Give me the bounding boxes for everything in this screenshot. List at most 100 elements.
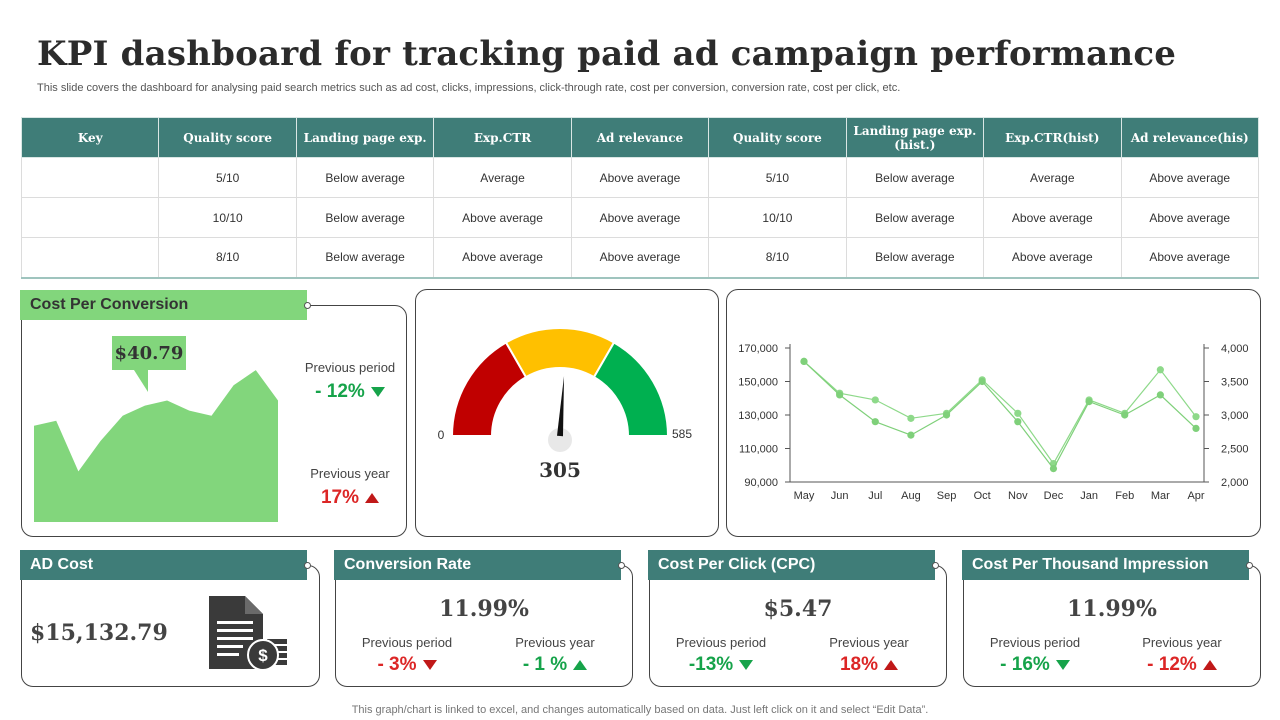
down-arrow-icon (1055, 659, 1070, 670)
x-tick-label: Jul (868, 490, 882, 502)
table-cell: Above average (570, 237, 710, 279)
line-point (1085, 398, 1093, 406)
line-point (1156, 366, 1164, 374)
up-arrow-icon (1202, 659, 1217, 670)
table-row: 10/10 Below average Above average Above … (20, 197, 1259, 238)
gauge-chart: 0 585 305 (438, 327, 692, 482)
left-y-tick-label: 130,000 (738, 410, 778, 422)
line-point (942, 411, 951, 419)
left-y-tick-label: 110,000 (739, 444, 778, 456)
cpconv-previous-period-label: Previous period (304, 360, 396, 375)
table-cell: Above average (983, 237, 1122, 279)
conversion-rate-prev-year-change: - 1 % (500, 654, 610, 676)
table-cell: 10/10 (708, 197, 847, 238)
x-tick-label: Mar (1151, 490, 1170, 502)
cpc-value: $5.47 (763, 596, 833, 622)
x-tick-label: Sep (937, 490, 957, 502)
cost-per-conversion-value: $40.79 (115, 343, 184, 364)
footer-note: This graph/chart is linked to excel, and… (351, 704, 929, 716)
left-y-tick-label: 150,000 (738, 377, 778, 389)
cpm-prev-year-change: - 12% (1127, 654, 1237, 676)
conversion-rate-prev-period-change: - 3% (352, 654, 462, 676)
x-tick-label: Dec (1044, 490, 1064, 502)
up-arrow-icon (573, 659, 588, 670)
cpc-prev-year-label: Previous year (829, 635, 909, 650)
conversion-rate-prev-year-label: Previous year (515, 635, 595, 650)
table-header-cell: Exp.CTR (433, 117, 572, 158)
table-cell: Above average (570, 197, 710, 238)
cpm-prev-period-change: - 16% (980, 654, 1090, 676)
ad-cost-value: $15,132.79 (30, 620, 168, 646)
table-cell (20, 237, 160, 279)
cpc-prev-year-change: 18% (814, 654, 924, 676)
cpm-prev-period-label: Previous period (989, 635, 1081, 650)
line-point (1192, 413, 1200, 421)
table-cell (20, 197, 160, 238)
gauge-min-label: 0 (438, 428, 445, 442)
up-arrow-icon (884, 659, 899, 670)
table-cell: Average (433, 157, 572, 198)
table-cell: Average (983, 157, 1122, 198)
table-cell: Below average (845, 237, 985, 279)
table-header-cell: Quality score (708, 117, 847, 158)
invoice-dollar-icon: $ (209, 596, 287, 671)
table-header-cell: Ad relevance (570, 117, 710, 158)
table-cell: Above average (1120, 237, 1259, 279)
table-cell: 10/10 (158, 197, 297, 238)
line-point (907, 414, 915, 422)
svg-text:$: $ (258, 646, 268, 665)
right-y-tick-label: 2,500 (1221, 444, 1249, 456)
table-cell: 5/10 (708, 157, 847, 198)
quality-score-table: Key Quality score Landing page exp. Exp.… (20, 117, 1259, 279)
x-tick-label: May (794, 490, 815, 502)
table-header-row: Key Quality score Landing page exp. Exp.… (20, 117, 1259, 158)
cost-area-series (34, 370, 278, 522)
down-arrow-icon (739, 659, 754, 670)
page-title: KPI dashboard for tracking paid ad campa… (37, 34, 1177, 74)
table-cell: Above average (570, 157, 710, 198)
right-y-tick-label: 2,000 (1221, 477, 1249, 489)
table-cell: Above average (433, 237, 572, 279)
right-y-tick-label: 4,000 (1221, 343, 1249, 355)
line-point (1192, 424, 1200, 432)
gauge-value-label: 305 (539, 458, 581, 482)
line-point (1156, 391, 1164, 399)
table-cell: Above average (1120, 157, 1259, 198)
right-y-tick-label: 3,000 (1221, 410, 1249, 422)
x-tick-label: Feb (1115, 490, 1134, 502)
table-cell: Below average (845, 197, 985, 238)
x-tick-label: Jan (1080, 490, 1098, 502)
cpm-prev-year-label: Previous year (1142, 635, 1222, 650)
x-tick-label: Nov (1008, 490, 1028, 502)
up-arrow-icon (365, 492, 380, 503)
x-tick-label: Jun (831, 490, 849, 502)
table-cell: Above average (983, 197, 1122, 238)
line-point (1014, 418, 1022, 426)
dual-axis-line-chart: 90,000 110,000 130,000 150,000 170,000 2,000 2… (738, 343, 1249, 502)
cpm-title: Cost Per Thousand Impression (962, 550, 1253, 580)
down-arrow-icon (370, 386, 385, 397)
cpconv-previous-year-label: Previous year (310, 466, 390, 481)
conversion-rate-title: Conversion Rate (334, 550, 625, 580)
line-point (1014, 409, 1022, 417)
table-header-cell: Landing page exp.(hist.) (845, 117, 985, 158)
table-header-cell: Quality score (158, 117, 297, 158)
ad-cost-title: AD Cost (20, 550, 311, 580)
table-header-cell: Key (20, 117, 160, 158)
table-header-cell: Ad relevance(his) (1120, 117, 1259, 158)
line-point (907, 431, 915, 439)
table-row: 5/10 Below average Average Above average… (20, 157, 1259, 198)
gauge-segment-high (592, 341, 670, 437)
table-header-cell: Exp.CTR(hist) (983, 117, 1122, 158)
table-cell: Below average (295, 157, 435, 198)
gauge-hub (548, 428, 572, 452)
table-row: 8/10 Below average Above average Above a… (20, 237, 1259, 279)
cpc-prev-period-change: -13% (666, 654, 776, 676)
value-callout: $40.79 (112, 336, 186, 392)
cpconv-previous-period-change: - 12% (300, 381, 400, 403)
cpc-title: Cost Per Click (CPC) (648, 550, 939, 580)
left-y-tick-label: 90,000 (744, 477, 778, 489)
line-point (1121, 411, 1129, 419)
line-point (836, 391, 844, 399)
cpconv-previous-year-change: 17% (300, 487, 400, 509)
